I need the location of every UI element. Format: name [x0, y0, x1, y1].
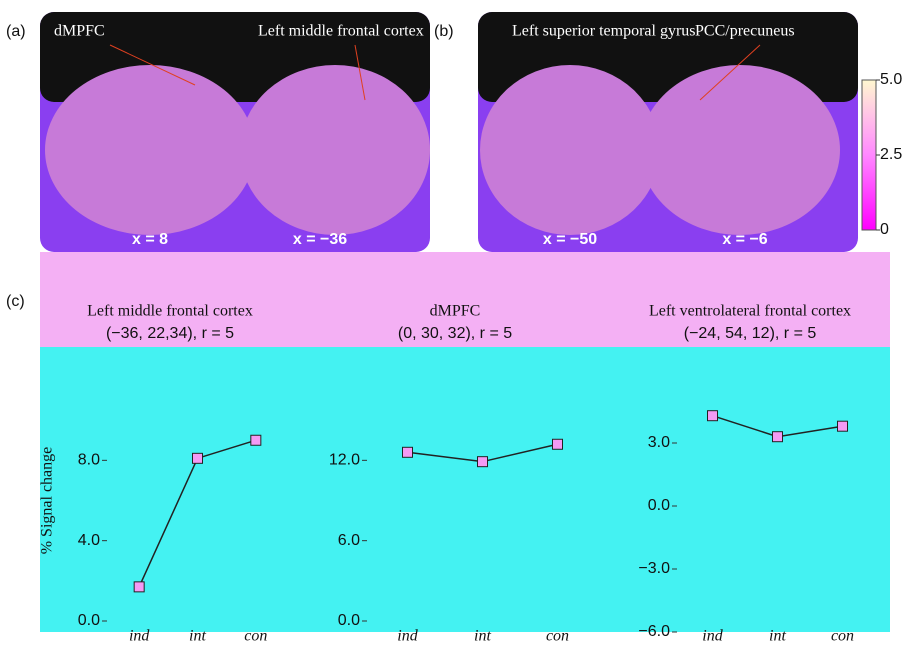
colorbar-label: 5.0: [880, 71, 902, 88]
x-tick-label: con: [546, 628, 569, 645]
y-tick-label: 12.0: [329, 452, 360, 469]
y-tick-label: 0.0: [78, 612, 100, 629]
panel-label: (b): [434, 23, 454, 40]
region-label: Left middle frontal cortex: [258, 23, 424, 40]
y-tick-label: 6.0: [338, 532, 360, 549]
marker: [250, 434, 262, 446]
brain-slice: [480, 65, 660, 235]
chart-subtitle: (0, 30, 32), r = 5: [398, 325, 512, 342]
slice-label: x = −50: [543, 231, 597, 248]
slice-label: x = 8: [132, 231, 168, 248]
colorbar-label: 0: [880, 221, 889, 238]
x-tick-label: con: [831, 628, 854, 645]
marker: [133, 581, 145, 593]
chart-title: Left ventrolateral frontal cortex: [649, 303, 851, 320]
y-tick-label: 0.0: [648, 497, 670, 514]
region-label: dMPFC: [54, 23, 105, 40]
x-tick-label: int: [769, 628, 786, 645]
panel-label: (a): [6, 23, 26, 40]
x-tick-label: int: [474, 628, 491, 645]
slice-label: x = −36: [293, 231, 347, 248]
y-tick-label: −6.0: [638, 623, 670, 640]
background-band: [40, 252, 890, 347]
y-axis-label: % Signal change: [39, 447, 56, 555]
colorbar: [861, 79, 877, 231]
y-tick-label: 4.0: [78, 532, 100, 549]
x-tick-label: ind: [702, 628, 723, 645]
chart-subtitle: (−36, 22,34), r = 5: [106, 325, 234, 342]
y-tick-label: 0.0: [338, 612, 360, 629]
x-tick-label: con: [244, 628, 267, 645]
y-tick-label: 8.0: [78, 452, 100, 469]
colorbar-label: 2.5: [880, 146, 902, 163]
brain-slice: [240, 65, 430, 235]
region-label: PCC/precuneus: [695, 23, 795, 40]
region-label: Left superior temporal gyrus: [512, 23, 696, 40]
chart-subtitle: (−24, 54, 12), r = 5: [684, 325, 817, 342]
x-tick-label: ind: [397, 628, 418, 645]
marker: [707, 410, 718, 422]
marker: [772, 431, 783, 443]
x-tick-label: int: [189, 628, 206, 645]
panel-label: (c): [6, 293, 25, 310]
chart-title: dMPFC: [430, 303, 481, 320]
marker: [192, 452, 203, 464]
x-tick-label: ind: [129, 628, 150, 645]
pointer: [699, 44, 761, 101]
slice-label: x = −6: [722, 231, 767, 248]
y-tick-label: −3.0: [638, 560, 670, 577]
pointer: [354, 44, 366, 101]
plot-background: [40, 347, 890, 632]
brain-slice: [45, 65, 255, 235]
marker: [402, 446, 413, 458]
y-tick-label: 3.0: [648, 434, 670, 451]
marker: [837, 420, 848, 432]
chart-title: Left middle frontal cortex: [87, 303, 253, 320]
pointer: [109, 44, 196, 86]
brain-slice: [640, 65, 840, 235]
marker: [552, 438, 563, 450]
marker: [477, 456, 488, 468]
